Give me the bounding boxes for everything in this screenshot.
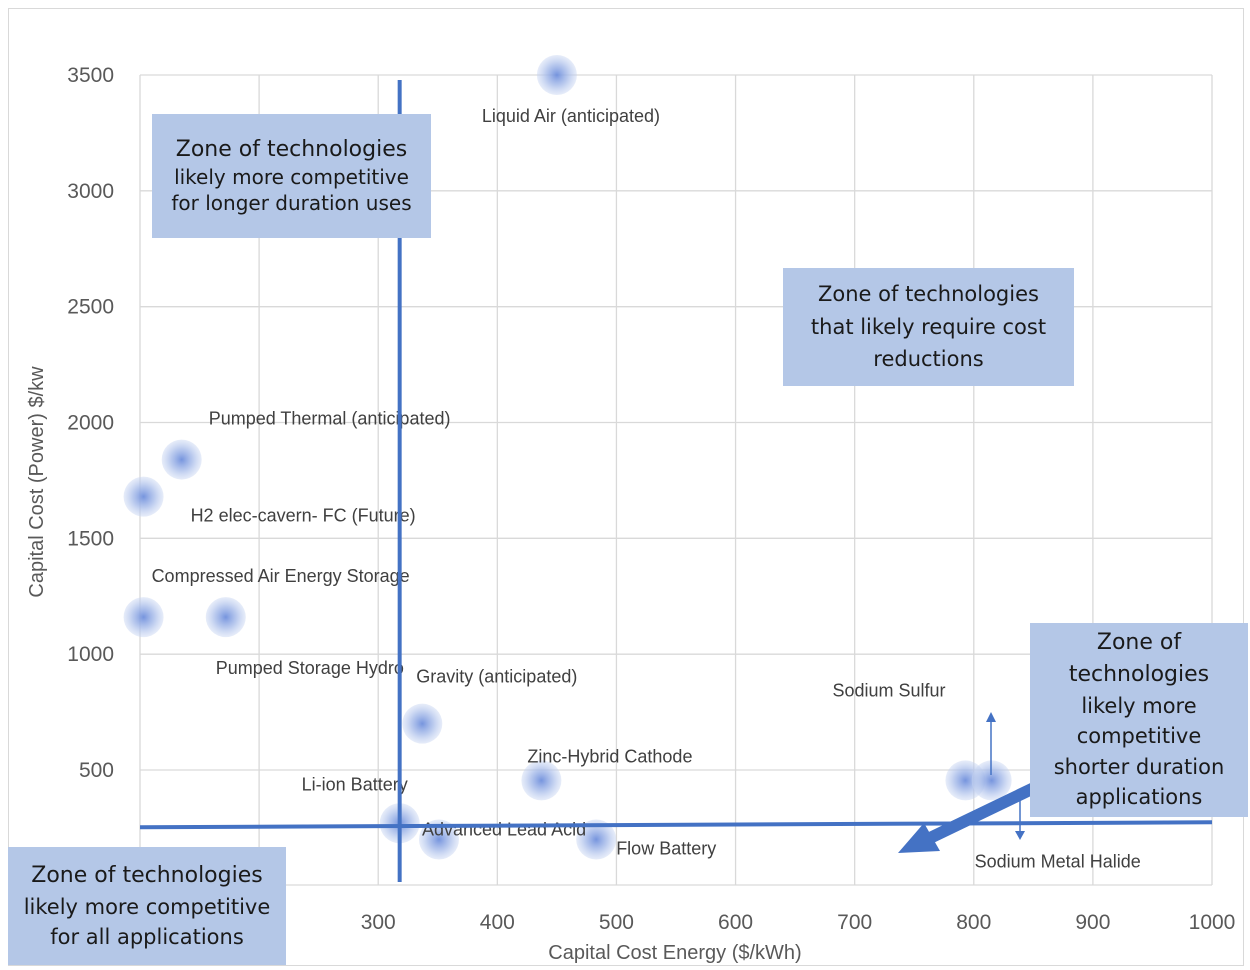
point-label: Li-ion Battery <box>302 774 408 794</box>
x-tick-label: 600 <box>718 911 753 934</box>
point-label: Sodium Metal Halide <box>975 851 1141 871</box>
horizontal-reference-line <box>139 820 1213 830</box>
zone-short-line2: technologies <box>1068 662 1210 688</box>
point-label: Sodium Sulfur <box>832 680 945 700</box>
zone-longer-line1: Zone of technologies <box>175 137 408 162</box>
zone-cost-line1: Zone of technologies <box>818 282 1039 307</box>
tick-labels: 2003004005006007008009001000500100015002… <box>67 64 1235 934</box>
annotation-arrows <box>898 712 1041 853</box>
x-tick-label: 1000 <box>1189 911 1236 934</box>
point-label: Pumped Thermal (anticipated) <box>209 409 451 429</box>
data-point <box>971 760 1012 801</box>
zone-short-line5: shorter duration <box>1053 754 1225 779</box>
zone-cost-line2: that likely require cost <box>810 314 1047 339</box>
zone-longer-duration: Zone of technologies likely more competi… <box>152 114 431 238</box>
axis-titles: Capital Cost Energy ($/kWh) Capital Cost… <box>26 366 802 964</box>
point-label: Liquid Air (anticipated) <box>482 106 660 126</box>
sodium-halide-arrowhead <box>1015 831 1025 840</box>
zone-short-line3: likely more <box>1081 694 1197 719</box>
point-label: Gravity (anticipated) <box>416 667 577 687</box>
y-tick-label: 1000 <box>67 643 114 666</box>
y-tick-label: 500 <box>79 759 114 782</box>
data-point <box>161 439 202 480</box>
data-point <box>402 703 443 744</box>
zone-shorter-duration: Zone of technologies likely more competi… <box>1030 623 1248 817</box>
zone-short-line1: Zone of <box>1096 630 1182 656</box>
point-label: Pumped Storage Hydro <box>216 658 404 678</box>
zone-short-line4: competitive <box>1076 724 1202 749</box>
zone-short-line6: applications <box>1075 785 1203 810</box>
zone-cost-line3: reductions <box>873 347 984 372</box>
data-point <box>418 819 459 860</box>
x-axis-label: Capital Cost Energy ($/kWh) <box>548 942 801 964</box>
data-point <box>123 597 164 638</box>
zone-pointer-arrow <box>927 780 1041 844</box>
point-label: Advanced Lead Acid <box>422 820 586 840</box>
zone-longer-line2: likely more competitive <box>174 164 409 189</box>
x-tick-label: 500 <box>599 911 634 934</box>
zone-pointer-arrowhead <box>898 823 940 853</box>
data-point <box>576 819 617 860</box>
y-tick-label: 3500 <box>67 64 114 87</box>
y-tick-label: 2500 <box>67 296 114 319</box>
zone-all-line1: Zone of technologies <box>31 862 263 888</box>
sodium-sulfur-arrowhead <box>986 712 996 722</box>
point-label: Compressed Air Energy Storage <box>152 566 410 586</box>
zone-all-applications: Zone of technologies likely more competi… <box>8 847 286 965</box>
data-point <box>123 476 164 517</box>
zone-longer-line3: for longer duration uses <box>171 190 412 215</box>
data-point <box>205 597 246 638</box>
y-tick-label: 2000 <box>67 412 114 435</box>
x-tick-label: 700 <box>837 911 872 934</box>
data-point <box>536 55 577 95</box>
chart-frame <box>8 8 1244 966</box>
x-tick-label: 900 <box>1075 911 1110 934</box>
x-tick-label: 400 <box>480 911 515 934</box>
y-tick-label: 3000 <box>67 180 114 203</box>
point-label: Zinc-Hybrid Cathode <box>527 746 692 766</box>
zone-cost-reductions: Zone of technologies that likely require… <box>783 268 1074 386</box>
y-tick-label: 1500 <box>67 527 114 550</box>
data-point <box>521 760 562 801</box>
point-label: H2 elec-cavern- FC (Future) <box>191 506 416 526</box>
zone-all-line3: for all applications <box>50 924 244 949</box>
x-tick-label: 300 <box>361 911 396 934</box>
y-axis-label: Capital Cost (Power) $/kw <box>26 366 48 598</box>
zone-all-line2: likely more competitive <box>23 894 271 919</box>
x-tick-label: 800 <box>956 911 991 934</box>
point-label: Flow Battery <box>616 839 716 859</box>
